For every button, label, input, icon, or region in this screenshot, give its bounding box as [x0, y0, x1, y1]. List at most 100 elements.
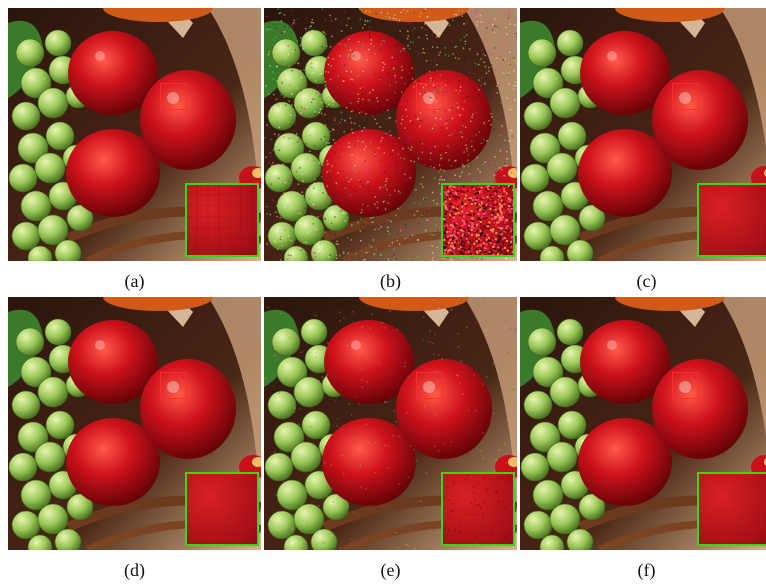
apple-right: [396, 359, 492, 459]
grape: [293, 376, 325, 408]
grape: [532, 356, 564, 388]
grape: [276, 479, 308, 511]
zoom-inset: [185, 183, 259, 257]
grape: [300, 29, 328, 57]
apple-top-left: [68, 31, 158, 115]
grape: [539, 534, 565, 550]
grape: [300, 318, 328, 346]
grape: [322, 204, 350, 232]
apple-bottom-left: [66, 129, 160, 217]
grape: [532, 479, 564, 511]
grape: [20, 479, 52, 511]
apple-top-left: [580, 320, 670, 404]
grape: [54, 528, 82, 550]
grape: [532, 67, 564, 99]
apple-bottom-left: [322, 418, 416, 506]
grape: [8, 452, 38, 482]
grape: [27, 245, 53, 261]
grape: [8, 163, 38, 193]
panel-b: [264, 8, 517, 261]
grape: [293, 503, 325, 535]
grape: [66, 204, 94, 232]
grape: [293, 214, 325, 246]
caption-e: (e): [380, 560, 401, 580]
grape: [556, 29, 584, 57]
grape: [267, 510, 297, 540]
grape: [11, 101, 41, 131]
apple-top-left: [580, 31, 670, 115]
grape: [539, 245, 565, 261]
roi-box: [160, 83, 187, 110]
grape: [520, 452, 550, 482]
caption-a: (a): [124, 271, 145, 291]
apple-top-left: [324, 320, 414, 404]
grape: [557, 410, 587, 440]
grape: [527, 327, 557, 357]
panel-c: [520, 8, 766, 261]
zoom-inset: [697, 472, 766, 546]
grape: [527, 38, 557, 68]
grape: [529, 132, 561, 164]
grape: [15, 327, 45, 357]
grape: [273, 421, 305, 453]
zoom-inset: [697, 183, 766, 257]
zoom-inset: [441, 472, 515, 546]
grape: [34, 441, 66, 473]
apple-bottom-left: [578, 129, 672, 217]
grape: [44, 29, 72, 57]
caption-c: (c): [636, 271, 657, 291]
apple-right: [652, 70, 748, 170]
grape: [532, 190, 564, 222]
apple-bottom-left: [578, 418, 672, 506]
grape: [66, 493, 94, 521]
grape: [523, 390, 553, 420]
roi-box: [416, 83, 443, 110]
grape: [27, 534, 53, 550]
grape: [273, 132, 305, 164]
apple-right: [652, 359, 748, 459]
grape: [267, 101, 297, 131]
grape: [301, 121, 331, 151]
grape: [264, 452, 294, 482]
grape: [20, 67, 52, 99]
caption-d: (d): [124, 560, 145, 580]
grape: [11, 510, 41, 540]
grape: [17, 421, 49, 453]
grape: [549, 87, 581, 119]
roi-box: [672, 83, 699, 110]
grape: [44, 318, 72, 346]
grape: [557, 121, 587, 151]
grape: [549, 503, 581, 535]
grape: [523, 510, 553, 540]
grape: [276, 356, 308, 388]
grape: [301, 410, 331, 440]
grape: [54, 239, 82, 261]
apple-top-left: [68, 320, 158, 404]
grape: [283, 245, 309, 261]
grape: [11, 390, 41, 420]
grape: [529, 421, 561, 453]
grape: [37, 503, 69, 535]
grape: [549, 214, 581, 246]
grape: [37, 214, 69, 246]
grape: [578, 493, 606, 521]
grape: [520, 163, 550, 193]
grape: [20, 190, 52, 222]
grape: [37, 376, 69, 408]
apple-top-left: [324, 31, 414, 115]
caption-f: (f): [637, 560, 656, 580]
grape: [267, 390, 297, 420]
grape: [271, 38, 301, 68]
grape: [546, 152, 578, 184]
grape: [271, 327, 301, 357]
grape: [290, 441, 322, 473]
grape: [45, 410, 75, 440]
roi-box: [160, 372, 187, 399]
grape: [566, 528, 594, 550]
caption-b: (b): [380, 271, 401, 291]
grape: [283, 534, 309, 550]
grape: [17, 132, 49, 164]
roi-box: [672, 372, 699, 399]
apple-bottom-left: [66, 418, 160, 506]
